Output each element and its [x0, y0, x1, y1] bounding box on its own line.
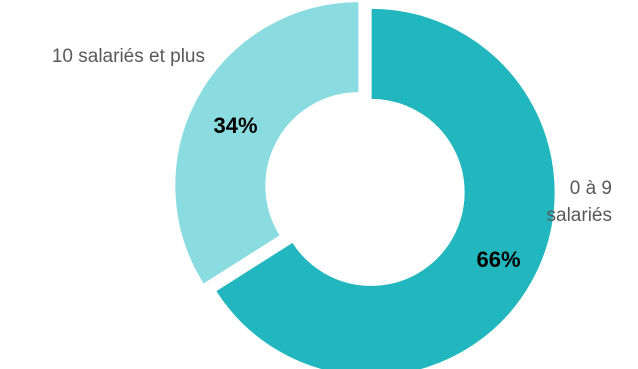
donut-slice-1: [215, 7, 556, 369]
data-label-1: 66%: [476, 247, 520, 272]
category-label-1-line-2: salariés: [547, 205, 612, 226]
category-label-1: 0 à 9 salariés: [547, 178, 612, 226]
category-label-2: 10 salariés et plus: [52, 46, 205, 67]
category-label-1-line-1: 0 à 9: [570, 178, 612, 199]
data-label-2: 34%: [213, 113, 257, 138]
donut-slice-2: [174, 1, 360, 285]
category-label-2-line-1: 10 salariés et plus: [52, 46, 205, 67]
